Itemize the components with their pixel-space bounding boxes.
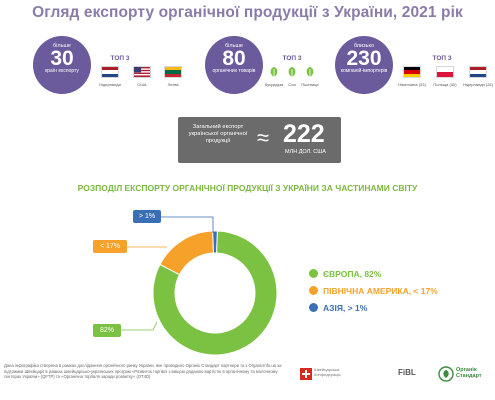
corn-leaf-icon [270,67,278,77]
products-label: органічних товарів [212,68,256,74]
importers-number: 230 [346,47,382,70]
importers-item-3: Нідерланди (26) [463,82,493,87]
countries-number: 30 [50,47,74,70]
products-item-1: Кукурудза [264,82,284,87]
countries-item-2: США [137,82,147,87]
countries-label: країн експорту [45,68,79,74]
legend-europe-marker [309,269,318,278]
total-export-value: 222 [283,120,325,148]
swiss-confederation-logo-text: Швейцарська Конфедерація [314,367,341,377]
netherlands-flag-icon [101,66,119,78]
export-donut-chart [152,230,278,356]
asia-data-label: > 1% [133,210,161,223]
organic-standard-logo-text: Органік Стандарт [456,367,482,379]
asia-leader-line [161,216,214,233]
north-america-leader-line [127,246,167,248]
chart-title: РОЗПОДІЛ ЕКСПОРТУ ОРГАНІЧНОЇ ПРОДУКЦІЇ З… [77,183,418,193]
netherlands-flag-icon-2 [469,66,487,78]
swiss-cross-icon [300,368,312,380]
countries-bubble: більше 30 країн експорту [33,36,91,94]
legend-north-america-marker [309,286,318,295]
products-number: 80 [222,47,246,70]
countries-top3-label: ТОП 3 [110,55,130,62]
legend-asia-marker [309,303,318,312]
north-america-data-label: < 17% [93,240,127,253]
footer-disclaimer: Дана інфографіка створена в рамках дослі… [4,363,282,380]
wheat-leaf-icon [306,67,314,77]
countries-item-1: Нідерланди [99,82,121,87]
products-prefix: більше [225,43,243,49]
fibl-logo: FiBL [398,368,416,377]
total-export-box: Загальний експорт української органічної… [178,117,341,163]
legend-europe-label: ЄВРОПА, 82% [323,269,382,279]
legend-asia-label: АЗІЯ, > 1% [323,303,368,313]
legend-north-america-label: ПІВНІЧНА АМЕРИКА, < 17% [323,286,438,296]
countries-prefix: більше [53,43,71,49]
lithuania-flag-icon [164,66,182,78]
page-title: Огляд експорту органічної продукції з Ук… [32,4,463,21]
poland-flag-icon [436,66,454,78]
approx-sign: ≈ [257,125,270,150]
importers-top3-label: ТОП 3 [432,55,452,62]
soy-leaf-icon [288,67,296,77]
products-item-3: Пшениця [301,82,319,87]
products-bubble: більше 80 органічних товарів [205,36,263,94]
total-export-unit: МЛН ДОЛ. США [285,149,326,155]
importers-item-2: Польща (30) [433,82,457,87]
importers-bubble: близько 230 компаній-імпортерів [335,36,393,94]
asia-slice [212,230,218,254]
importers-prefix: близько [353,43,375,49]
total-export-label: Загальний експорт української органічної… [188,124,248,144]
germany-flag-icon [403,66,421,78]
importers-label: компаній-імпортерів [340,68,388,74]
organic-standard-logo-icon [438,366,454,382]
europe-slice [152,230,278,356]
products-item-2: Соя [288,82,296,87]
products-top3-label: ТОП 3 [282,55,302,62]
importers-item-1: Німеччина (33) [398,82,426,87]
europe-data-label: 82% [93,324,121,337]
countries-item-3: Литва [167,82,179,87]
usa-flag-icon [133,66,151,78]
europe-leader-line [121,321,158,331]
